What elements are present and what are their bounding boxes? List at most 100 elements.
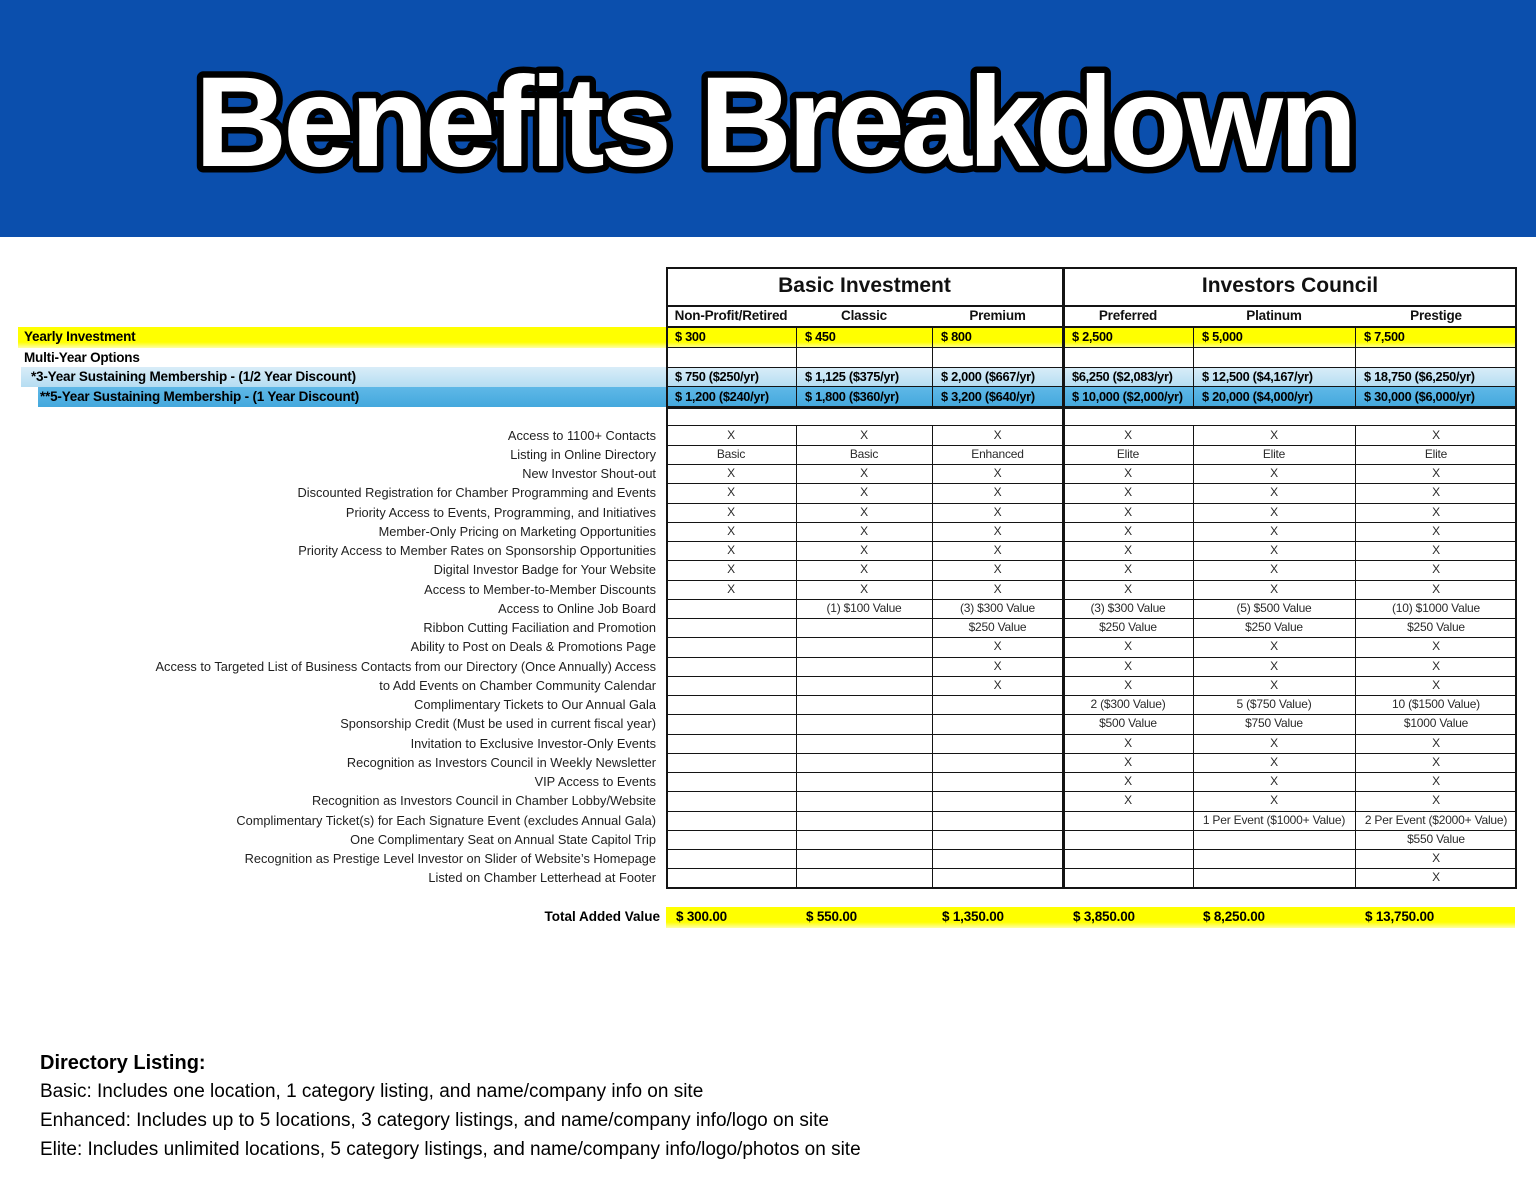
benefit-label: VIP Access to Events	[534, 774, 656, 789]
group-header-basic-investment: Basic Investment	[778, 274, 951, 297]
benefit-cell: X	[993, 543, 1002, 557]
benefit-cell: X	[727, 485, 735, 500]
pricing-cell: $ 750 ($250/yr)	[675, 369, 759, 384]
benefit-cell: X	[1432, 793, 1440, 808]
grid-line	[666, 675, 1517, 677]
pricing-cell: $ 20,000 ($4,000/yr)	[1202, 388, 1313, 404]
benefit-label: Recognition as Prestige Level Investor o…	[244, 851, 656, 866]
grid-line	[666, 267, 668, 889]
column-header-prestige: Prestige	[1410, 308, 1462, 323]
benefit-label: Recognition as Investors Council in Cham…	[311, 793, 656, 809]
benefit-cell: X	[1124, 427, 1132, 442]
grid-line	[932, 424, 933, 887]
benefit-cell: Elite	[1116, 446, 1140, 461]
benefit-cell: X	[1432, 427, 1440, 442]
five-year-band	[38, 386, 1517, 407]
total-value-cell: $ 300.00	[676, 909, 727, 924]
grid-line	[796, 424, 797, 887]
benefit-label: Complimentary Tickets to Our Annual Gala	[414, 697, 656, 712]
pricing-cell: $ 1,125 ($375/yr)	[805, 369, 899, 384]
grid-line	[666, 406, 1517, 409]
grid-line	[666, 849, 1517, 850]
grid-line	[666, 579, 1517, 581]
benefit-cell: X	[993, 639, 1002, 654]
three-year-band	[21, 367, 1517, 387]
benefit-cell: X	[727, 543, 735, 557]
benefit-cell: X	[1432, 581, 1440, 596]
row-label-multi-year-options: Multi-Year Options	[24, 349, 140, 365]
benefit-cell: $250 Value	[1407, 620, 1465, 634]
benefit-label: Ribbon Cutting Faciliation and Promotion	[423, 620, 656, 635]
benefit-label: Listing in Online Directory	[510, 446, 656, 462]
grid-line	[1355, 424, 1356, 887]
benefit-label: Complimentary Ticket(s) for Each Signatu…	[236, 812, 656, 828]
pricing-cell: $ 2,500	[1072, 329, 1113, 344]
column-header-premium: Premium	[969, 308, 1026, 323]
benefit-cell: X	[1432, 543, 1440, 557]
grid-line	[666, 483, 1517, 485]
benefit-label: Access to 1100+ Contacts	[507, 427, 656, 443]
pricing-cell: $ 18,750 ($6,250/yr)	[1364, 369, 1475, 384]
benefit-cell: X	[860, 562, 868, 577]
grid-line	[666, 791, 1517, 793]
benefit-cell: X	[1432, 504, 1440, 519]
grid-line	[666, 444, 1517, 446]
grid-line	[666, 386, 1517, 387]
benefit-cell: $250 Value	[968, 620, 1027, 634]
total-value-cell: $ 1,350.00	[942, 909, 1004, 924]
column-header-preferred: Preferred	[1098, 308, 1158, 323]
grid-line	[666, 772, 1517, 773]
benefit-cell: $500 Value	[1099, 716, 1157, 731]
column-header-non-profit-retired: Non-Profit/Retired	[674, 308, 788, 323]
benefit-label: Recognition as Investors Council in Week…	[346, 754, 656, 770]
benefit-cell: X	[1432, 735, 1440, 750]
benefit-cell: Enhanced	[971, 446, 1024, 461]
grid-line	[666, 752, 1517, 754]
benefit-cell: X	[1270, 543, 1278, 557]
grid-line	[666, 267, 1517, 269]
grid-line	[666, 618, 1517, 619]
benefit-cell: X	[993, 427, 1002, 442]
benefit-cell: X	[860, 543, 868, 557]
benefit-cell: X	[1432, 466, 1440, 480]
pricing-cell: $ 12,500 ($4,167/yr)	[1202, 369, 1313, 384]
row-label-yearly-investment: Yearly Investment	[24, 329, 136, 344]
benefit-cell: X	[1124, 504, 1132, 519]
benefit-cell: X	[1432, 639, 1440, 654]
benefit-cell: X	[860, 504, 868, 519]
benefit-cell: (10) $1000 Value	[1392, 600, 1480, 615]
benefit-cell: Elite	[1424, 446, 1448, 461]
benefit-cell: 1 Per Event ($1000+ Value)	[1202, 812, 1346, 827]
benefit-cell: X	[1270, 427, 1278, 442]
benefit-cell: X	[727, 523, 735, 538]
grid-line	[666, 886, 1517, 889]
benefit-label: One Complimentary Seat on Annual State C…	[350, 831, 656, 847]
benefit-cell: X	[1432, 523, 1440, 538]
pricing-cell: $ 7,500	[1364, 329, 1405, 344]
pricing-cell: $ 5,000	[1202, 329, 1243, 344]
benefit-cell: X	[1270, 581, 1278, 596]
grid-line	[1515, 267, 1517, 889]
benefit-cell: X	[1124, 639, 1132, 654]
benefit-cell: X	[1432, 870, 1440, 885]
benefit-cell: $250 Value	[1245, 620, 1303, 634]
grid-line	[932, 325, 933, 406]
benefit-cell: Basic	[716, 446, 746, 461]
benefit-cell: X	[1432, 677, 1440, 692]
grid-line	[666, 637, 1517, 639]
benefit-cell: Elite	[1262, 446, 1286, 461]
directory-listing-basic: Basic: Includes one location, 1 category…	[40, 1081, 704, 1102]
grid-line	[666, 424, 1517, 426]
grid-line	[666, 733, 1517, 735]
benefit-cell: X	[1432, 754, 1440, 769]
benefit-cell: 2 Per Event ($2000+ Value)	[1364, 812, 1508, 827]
benefit-cell: X	[1432, 562, 1440, 577]
benefit-label: Invitation to Exclusive Investor-Only Ev…	[410, 735, 656, 751]
grid-line	[666, 502, 1517, 504]
benefit-cell: X	[1270, 523, 1278, 538]
grid-line	[666, 714, 1517, 716]
benefit-label: Access to Member-to-Member Discounts	[424, 581, 656, 597]
benefit-cell: Basic	[849, 446, 879, 461]
benefit-cell: X	[727, 581, 735, 596]
grid-line	[666, 656, 1517, 658]
